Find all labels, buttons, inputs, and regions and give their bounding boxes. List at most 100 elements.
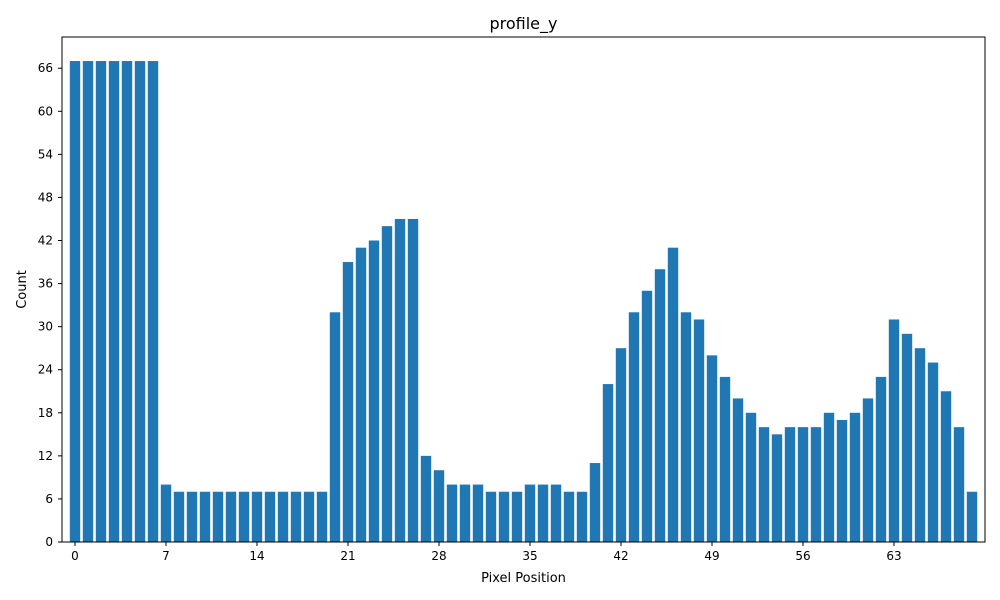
bar-43: [628, 312, 640, 542]
chart-title: profile_y: [489, 14, 557, 34]
bar-52: [745, 412, 757, 542]
bar-53: [758, 427, 770, 542]
bar-14: [251, 491, 263, 542]
bar-41: [602, 384, 614, 542]
bar-65: [914, 348, 926, 542]
bar-60: [849, 412, 861, 542]
bar-12: [225, 491, 237, 542]
bar-55: [784, 427, 796, 542]
y-tick-label: 54: [38, 147, 53, 161]
bar-19: [316, 491, 328, 542]
y-tick-label: 42: [38, 234, 53, 248]
bar-68: [953, 427, 965, 542]
y-axis-label: Count: [15, 270, 30, 309]
bar-28: [433, 470, 445, 542]
bar-4: [121, 61, 133, 543]
bar-2: [95, 61, 107, 543]
x-tick-label: 28: [431, 549, 446, 563]
bar-31: [472, 484, 484, 542]
bar-16: [277, 491, 289, 542]
plot-frame: [61, 36, 986, 543]
bar-17: [290, 491, 302, 542]
bar-27: [420, 455, 432, 542]
bar-49: [706, 355, 718, 542]
y-tick-label: 60: [38, 104, 53, 118]
y-tick-label: 12: [38, 449, 53, 463]
y-tick-label: 36: [38, 277, 53, 291]
bar-47: [680, 312, 692, 542]
x-tick-label: 14: [249, 549, 264, 563]
x-tick-label: 42: [613, 549, 628, 563]
x-tick-label: 21: [340, 549, 355, 563]
y-tick-label: 48: [38, 190, 53, 204]
y-tick-label: 30: [38, 320, 53, 334]
bar-15: [264, 491, 276, 542]
bar-66: [927, 362, 939, 542]
x-tick-label: 7: [162, 549, 170, 563]
bar-0: [69, 61, 81, 543]
bar-39: [576, 491, 588, 542]
bar-38: [563, 491, 575, 542]
x-tick-label: 49: [704, 549, 719, 563]
bar-33: [498, 491, 510, 542]
bar-20: [329, 312, 341, 542]
bar-1: [82, 61, 94, 543]
bar-22: [355, 247, 367, 542]
bar-57: [810, 427, 822, 542]
x-tick-label: 63: [886, 549, 901, 563]
x-tick-label: 0: [71, 549, 79, 563]
bar-32: [485, 491, 497, 542]
bar-62: [875, 376, 887, 542]
bar-23: [368, 240, 380, 542]
bar-58: [823, 412, 835, 542]
bar-11: [212, 491, 224, 542]
bar-35: [524, 484, 536, 542]
bar-44: [641, 290, 653, 542]
bar-56: [797, 427, 809, 542]
bar-34: [511, 491, 523, 542]
bar-24: [381, 226, 393, 542]
bar-10: [199, 491, 211, 542]
bar-59: [836, 419, 848, 542]
bar-54: [771, 434, 783, 542]
bar-48: [693, 319, 705, 542]
bar-21: [342, 262, 354, 542]
bar-7: [160, 484, 172, 542]
bar-69: [966, 491, 978, 542]
bar-29: [446, 484, 458, 542]
bar-5: [134, 61, 146, 543]
bar-67: [940, 391, 952, 542]
bar-50: [719, 376, 731, 542]
y-tick-label: 6: [45, 492, 53, 506]
bar-8: [173, 491, 185, 542]
bar-64: [901, 333, 913, 542]
x-axis: 0 7 14 21 28 35 42 49 56 63: [71, 542, 902, 563]
y-tick-label: 24: [38, 363, 53, 377]
bar-46: [667, 247, 679, 542]
bar-36: [537, 484, 549, 542]
bar-37: [550, 484, 562, 542]
bar-30: [459, 484, 471, 542]
bar-3: [108, 61, 120, 543]
y-tick-label: 18: [38, 406, 53, 420]
bars-group: [69, 61, 978, 543]
bar-26: [407, 218, 419, 542]
bar-6: [147, 61, 159, 543]
bar-40: [589, 463, 601, 542]
x-tick-label: 35: [522, 549, 537, 563]
x-axis-label: Pixel Position: [481, 571, 566, 586]
y-axis: 0 6 12 18 24 30 36 42 48 54 60 66: [38, 61, 62, 549]
bar-42: [615, 348, 627, 542]
bar-45: [654, 269, 666, 542]
bar-9: [186, 491, 198, 542]
bar-61: [862, 398, 874, 542]
bar-13: [238, 491, 250, 542]
bar-25: [394, 218, 406, 542]
y-tick-label: 66: [38, 61, 53, 75]
y-tick-label: 0: [45, 535, 53, 549]
bar-63: [888, 319, 900, 542]
bar-18: [303, 491, 315, 542]
bar-51: [732, 398, 744, 542]
x-tick-label: 56: [795, 549, 810, 563]
